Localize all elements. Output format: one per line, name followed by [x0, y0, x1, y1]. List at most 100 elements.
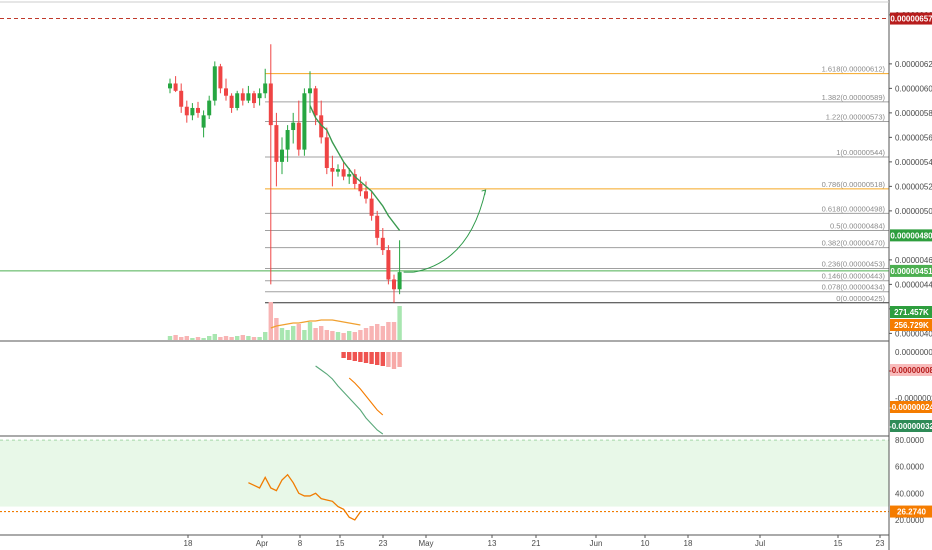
volume-bar-35 [363, 328, 369, 340]
time-tick-label-10: 18 [684, 539, 693, 548]
volume-bar-30 [335, 332, 341, 340]
macd-hist-5 [369, 352, 374, 364]
time-tick-label-3: 15 [336, 539, 345, 548]
fib-label-8: 0.236(0.00000453) [822, 259, 886, 268]
candle-29 [330, 155, 335, 187]
rsi-tick-label-3: 20.0000 [895, 516, 924, 525]
candle-40 [392, 274, 396, 303]
volume-bar-29 [330, 331, 335, 340]
volume-bar-37 [375, 324, 380, 340]
candle-3 [184, 100, 189, 123]
fib-label-5: 0.618(0.00000498) [822, 204, 886, 213]
badge-volume-text: 271.457K [894, 308, 929, 317]
badge-macd-hist: -0.00000008 [889, 364, 932, 376]
candle-body [341, 169, 346, 177]
badge-volume-ma-bg [890, 319, 932, 331]
candle-14 [246, 85, 251, 104]
badge-volume: 271.457K [890, 306, 932, 318]
badge-macd-line: -0.00000032 [889, 420, 932, 432]
badge-macd-signal-text: -0.00000024 [889, 403, 932, 412]
candle-21 [285, 125, 290, 162]
macd-hist-9 [391, 352, 397, 369]
candle-12 [235, 90, 240, 111]
candle-body [369, 198, 374, 216]
rsi-tick-label-2: 40.0000 [895, 489, 924, 498]
badge-volume-ma-text: 256.729K [894, 321, 929, 330]
time-tick-label-2: 8 [298, 539, 303, 548]
candle-5 [196, 101, 200, 118]
macd-hist-2 [352, 352, 357, 361]
volume-bar-20 [279, 328, 285, 340]
volume-bar-36 [369, 326, 374, 340]
candle-body [190, 107, 195, 116]
candle-body [352, 174, 357, 184]
candle-9 [218, 63, 223, 94]
macd-signal-line [348, 377, 384, 416]
candle-27 [319, 100, 324, 144]
badge-green-level: 0.00000480 [890, 229, 932, 242]
candle-body [235, 93, 240, 108]
candle-41 [397, 240, 402, 295]
badge-macd-line-bg [890, 420, 932, 432]
rsi-overbought-band [0, 440, 889, 507]
candle-24 [302, 88, 307, 156]
candle-body [380, 237, 385, 251]
volume-bar-26 [313, 328, 318, 340]
time-tick-label-8: Jun [590, 539, 603, 548]
candle-body [184, 106, 189, 116]
volume-bar-7 [207, 336, 212, 340]
badge-macd-signal-bg [890, 401, 932, 413]
candle-39 [386, 245, 391, 285]
macd-hist-10 [397, 352, 402, 367]
candle-body [173, 83, 178, 91]
volume-bar-31 [341, 333, 346, 340]
candle-body [218, 66, 223, 89]
volume-bar-27 [319, 326, 324, 340]
candle-body [224, 88, 228, 96]
volume-bar-32 [347, 331, 352, 340]
volume-bar-28 [324, 330, 329, 340]
candle-body [280, 149, 284, 162]
badge-macd-hist-bg [890, 364, 932, 376]
candle-6 [201, 110, 206, 138]
time-tick-label-13: 23 [876, 539, 885, 548]
badge-green-level-bg [890, 229, 932, 242]
candle-1 [173, 76, 178, 93]
time-tick-label-1: Apr [256, 539, 269, 548]
candle-body [308, 88, 312, 94]
volume-bar-18 [268, 302, 273, 340]
candle-body [313, 88, 318, 116]
fib-label-0: 1.618(0.00000612) [822, 65, 886, 74]
candle-body [179, 90, 184, 107]
volume-bar-21 [285, 330, 290, 340]
candle-33 [352, 169, 357, 189]
volume-bar-3 [184, 336, 189, 340]
badge-rsi-text: 26.2740 [897, 508, 926, 517]
candle-body [375, 215, 380, 238]
candle-body [274, 125, 279, 162]
volume-bar-15 [251, 337, 257, 340]
fib-label-2: 1.22(0.00000573) [826, 112, 886, 121]
volume-bar-0 [167, 336, 173, 340]
volume-bar-40 [391, 322, 397, 340]
candle-15 [252, 90, 256, 108]
volume-bar-34 [358, 330, 363, 340]
macd-tick-label-1: -0.00000020 [895, 394, 932, 403]
candle-body [336, 169, 340, 172]
badge-volume-bg [890, 306, 932, 318]
fib-label-9: 0.146(0.00000443) [822, 272, 886, 281]
volume-bar-4 [190, 338, 195, 340]
candle-body [358, 183, 363, 192]
candle-20 [280, 137, 284, 175]
time-tick-label-0: 18 [184, 539, 193, 548]
macd-hist-7 [380, 352, 385, 366]
candle-body [207, 100, 212, 116]
rsi-line [248, 473, 361, 521]
